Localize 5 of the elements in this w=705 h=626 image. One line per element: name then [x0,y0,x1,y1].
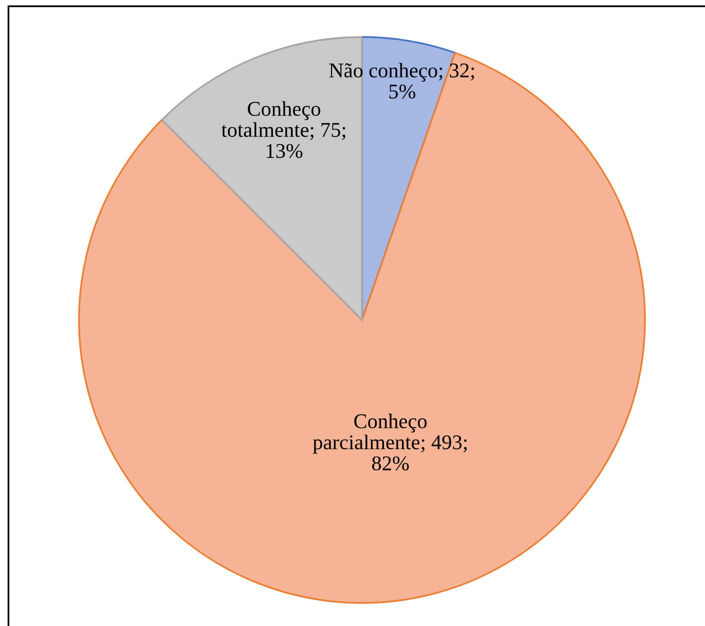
pie-slice [78,52,646,604]
slice-label: Conheço totalmente; 75; 13% [221,101,346,158]
slice-label: Conheço parcialmente; 493; 82% [312,414,467,470]
slice-label: Não conheço; 32; 5% [329,62,474,99]
pie-slice [161,36,363,321]
